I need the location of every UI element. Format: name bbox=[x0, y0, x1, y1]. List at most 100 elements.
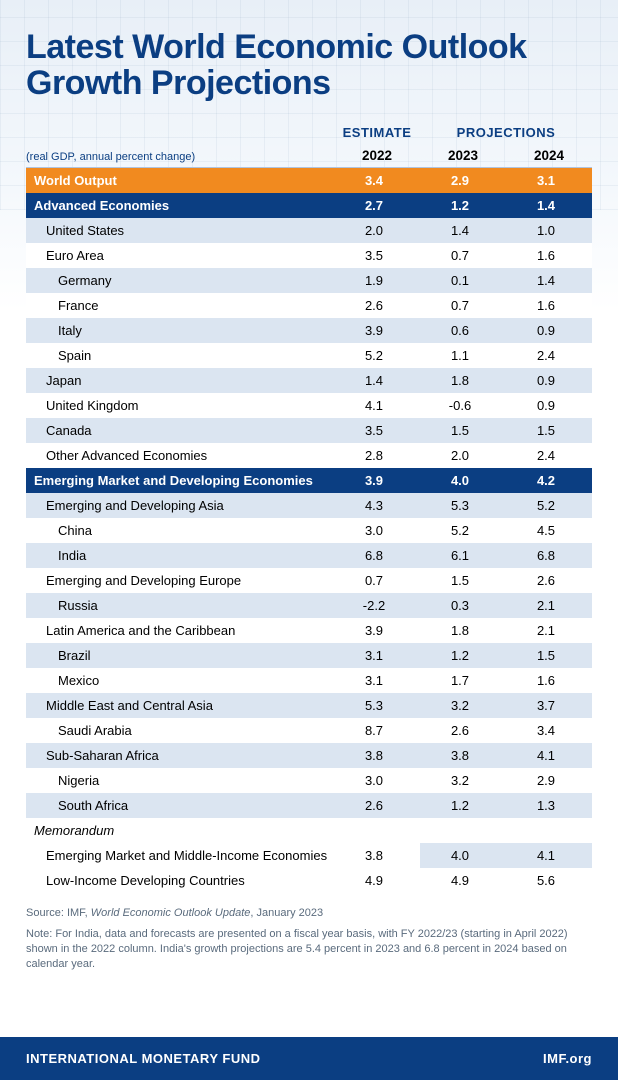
row-label: Emerging and Developing Europe bbox=[26, 568, 334, 593]
cell-value: 1.4 bbox=[334, 368, 420, 393]
row-label: India bbox=[26, 543, 334, 568]
cell-value: 3.4 bbox=[506, 718, 592, 743]
cell-value: 3.1 bbox=[334, 643, 420, 668]
footer-org: INTERNATIONAL MONETARY FUND bbox=[26, 1051, 261, 1066]
cell-value: 2.6 bbox=[420, 718, 506, 743]
cell-value: 0.7 bbox=[420, 243, 506, 268]
row-label: Advanced Economies bbox=[26, 193, 334, 218]
table-row: Memorandum bbox=[26, 818, 592, 843]
cell-value: 1.1 bbox=[420, 343, 506, 368]
row-label: Saudi Arabia bbox=[26, 718, 334, 743]
cell-value bbox=[420, 818, 506, 843]
row-label: Brazil bbox=[26, 643, 334, 668]
cell-value: 1.8 bbox=[420, 618, 506, 643]
table-row: World Output3.42.93.1 bbox=[26, 168, 592, 193]
table-row: Saudi Arabia8.72.63.4 bbox=[26, 718, 592, 743]
cell-value: 3.7 bbox=[506, 693, 592, 718]
row-label: China bbox=[26, 518, 334, 543]
cell-value: 3.2 bbox=[420, 768, 506, 793]
cell-value: 1.5 bbox=[506, 643, 592, 668]
cell-value: 3.1 bbox=[506, 168, 592, 193]
cell-value: 2.0 bbox=[334, 218, 420, 243]
cell-value: 4.0 bbox=[420, 843, 506, 868]
table-row: Spain5.21.12.4 bbox=[26, 343, 592, 368]
table-subtitle: (real GDP, annual percent change) bbox=[26, 151, 334, 163]
cell-value: 1.9 bbox=[334, 268, 420, 293]
col-group-estimate: ESTIMATE bbox=[334, 125, 420, 140]
table-row: France2.60.71.6 bbox=[26, 293, 592, 318]
row-label: Memorandum bbox=[26, 818, 334, 843]
cell-value: 0.9 bbox=[506, 318, 592, 343]
cell-value: 2.9 bbox=[506, 768, 592, 793]
cell-value: 4.1 bbox=[334, 393, 420, 418]
source-publication: World Economic Outlook Update bbox=[91, 907, 251, 919]
row-label: Nigeria bbox=[26, 768, 334, 793]
table-row: Brazil3.11.21.5 bbox=[26, 643, 592, 668]
cell-value: 3.8 bbox=[334, 743, 420, 768]
cell-value: 1.6 bbox=[506, 293, 592, 318]
cell-value: 5.6 bbox=[506, 868, 592, 893]
cell-value: 2.4 bbox=[506, 443, 592, 468]
cell-value: 6.8 bbox=[506, 543, 592, 568]
year-2023: 2023 bbox=[420, 148, 506, 163]
cell-value: 1.8 bbox=[420, 368, 506, 393]
cell-value: 3.9 bbox=[334, 318, 420, 343]
cell-value: 4.1 bbox=[506, 843, 592, 868]
row-label: France bbox=[26, 293, 334, 318]
cell-value: 5.3 bbox=[420, 493, 506, 518]
table-row: United Kingdom4.1-0.60.9 bbox=[26, 393, 592, 418]
cell-value: 1.4 bbox=[506, 193, 592, 218]
row-label: Mexico bbox=[26, 668, 334, 693]
cell-value: 2.7 bbox=[334, 193, 420, 218]
cell-value: 1.2 bbox=[420, 793, 506, 818]
cell-value: 5.2 bbox=[506, 493, 592, 518]
table-row: China3.05.24.5 bbox=[26, 518, 592, 543]
table-row: Euro Area3.50.71.6 bbox=[26, 243, 592, 268]
footer-site: IMF.org bbox=[543, 1051, 592, 1066]
cell-value: 3.8 bbox=[334, 843, 420, 868]
cell-value: 4.2 bbox=[506, 468, 592, 493]
row-label: Latin America and the Caribbean bbox=[26, 618, 334, 643]
page-title: Latest World Economic Outlook Growth Pro… bbox=[26, 30, 592, 101]
row-label: Emerging Market and Developing Economies bbox=[26, 468, 334, 493]
table-row: Italy3.90.60.9 bbox=[26, 318, 592, 343]
row-label: World Output bbox=[26, 168, 334, 193]
table-row: Canada3.51.51.5 bbox=[26, 418, 592, 443]
row-label: United Kingdom bbox=[26, 393, 334, 418]
cell-value: 1.7 bbox=[420, 668, 506, 693]
table-row: India6.86.16.8 bbox=[26, 543, 592, 568]
table-row: Latin America and the Caribbean3.91.82.1 bbox=[26, 618, 592, 643]
cell-value: 4.9 bbox=[334, 868, 420, 893]
row-label: Low-Income Developing Countries bbox=[26, 868, 334, 893]
cell-value: 3.2 bbox=[420, 693, 506, 718]
cell-value: 3.5 bbox=[334, 243, 420, 268]
page: Latest World Economic Outlook Growth Pro… bbox=[0, 0, 618, 1037]
table-row: South Africa2.61.21.3 bbox=[26, 793, 592, 818]
cell-value: 1.2 bbox=[420, 643, 506, 668]
cell-value: 4.0 bbox=[420, 468, 506, 493]
cell-value: 2.1 bbox=[506, 618, 592, 643]
projections-table: World Output3.42.93.1Advanced Economies2… bbox=[26, 168, 592, 893]
cell-value: 5.3 bbox=[334, 693, 420, 718]
cell-value: 0.7 bbox=[334, 568, 420, 593]
cell-value: 3.1 bbox=[334, 668, 420, 693]
row-label: Emerging Market and Middle-Income Econom… bbox=[26, 843, 334, 868]
row-label: Germany bbox=[26, 268, 334, 293]
cell-value: 2.1 bbox=[506, 593, 592, 618]
cell-value: 4.3 bbox=[334, 493, 420, 518]
cell-value: 5.2 bbox=[420, 518, 506, 543]
row-label: Other Advanced Economies bbox=[26, 443, 334, 468]
col-group-projections: PROJECTIONS bbox=[420, 125, 592, 140]
cell-value: 2.9 bbox=[420, 168, 506, 193]
footer-bar: INTERNATIONAL MONETARY FUND IMF.org bbox=[0, 1037, 618, 1080]
cell-value: 3.9 bbox=[334, 618, 420, 643]
row-label: Canada bbox=[26, 418, 334, 443]
cell-value: 8.7 bbox=[334, 718, 420, 743]
cell-value: 0.1 bbox=[420, 268, 506, 293]
table-row: Mexico3.11.71.6 bbox=[26, 668, 592, 693]
table-row: Other Advanced Economies2.82.02.4 bbox=[26, 443, 592, 468]
row-label: Italy bbox=[26, 318, 334, 343]
table-row: Emerging Market and Developing Economies… bbox=[26, 468, 592, 493]
table-row: Emerging and Developing Europe0.71.52.6 bbox=[26, 568, 592, 593]
table-row: Russia-2.20.32.1 bbox=[26, 593, 592, 618]
